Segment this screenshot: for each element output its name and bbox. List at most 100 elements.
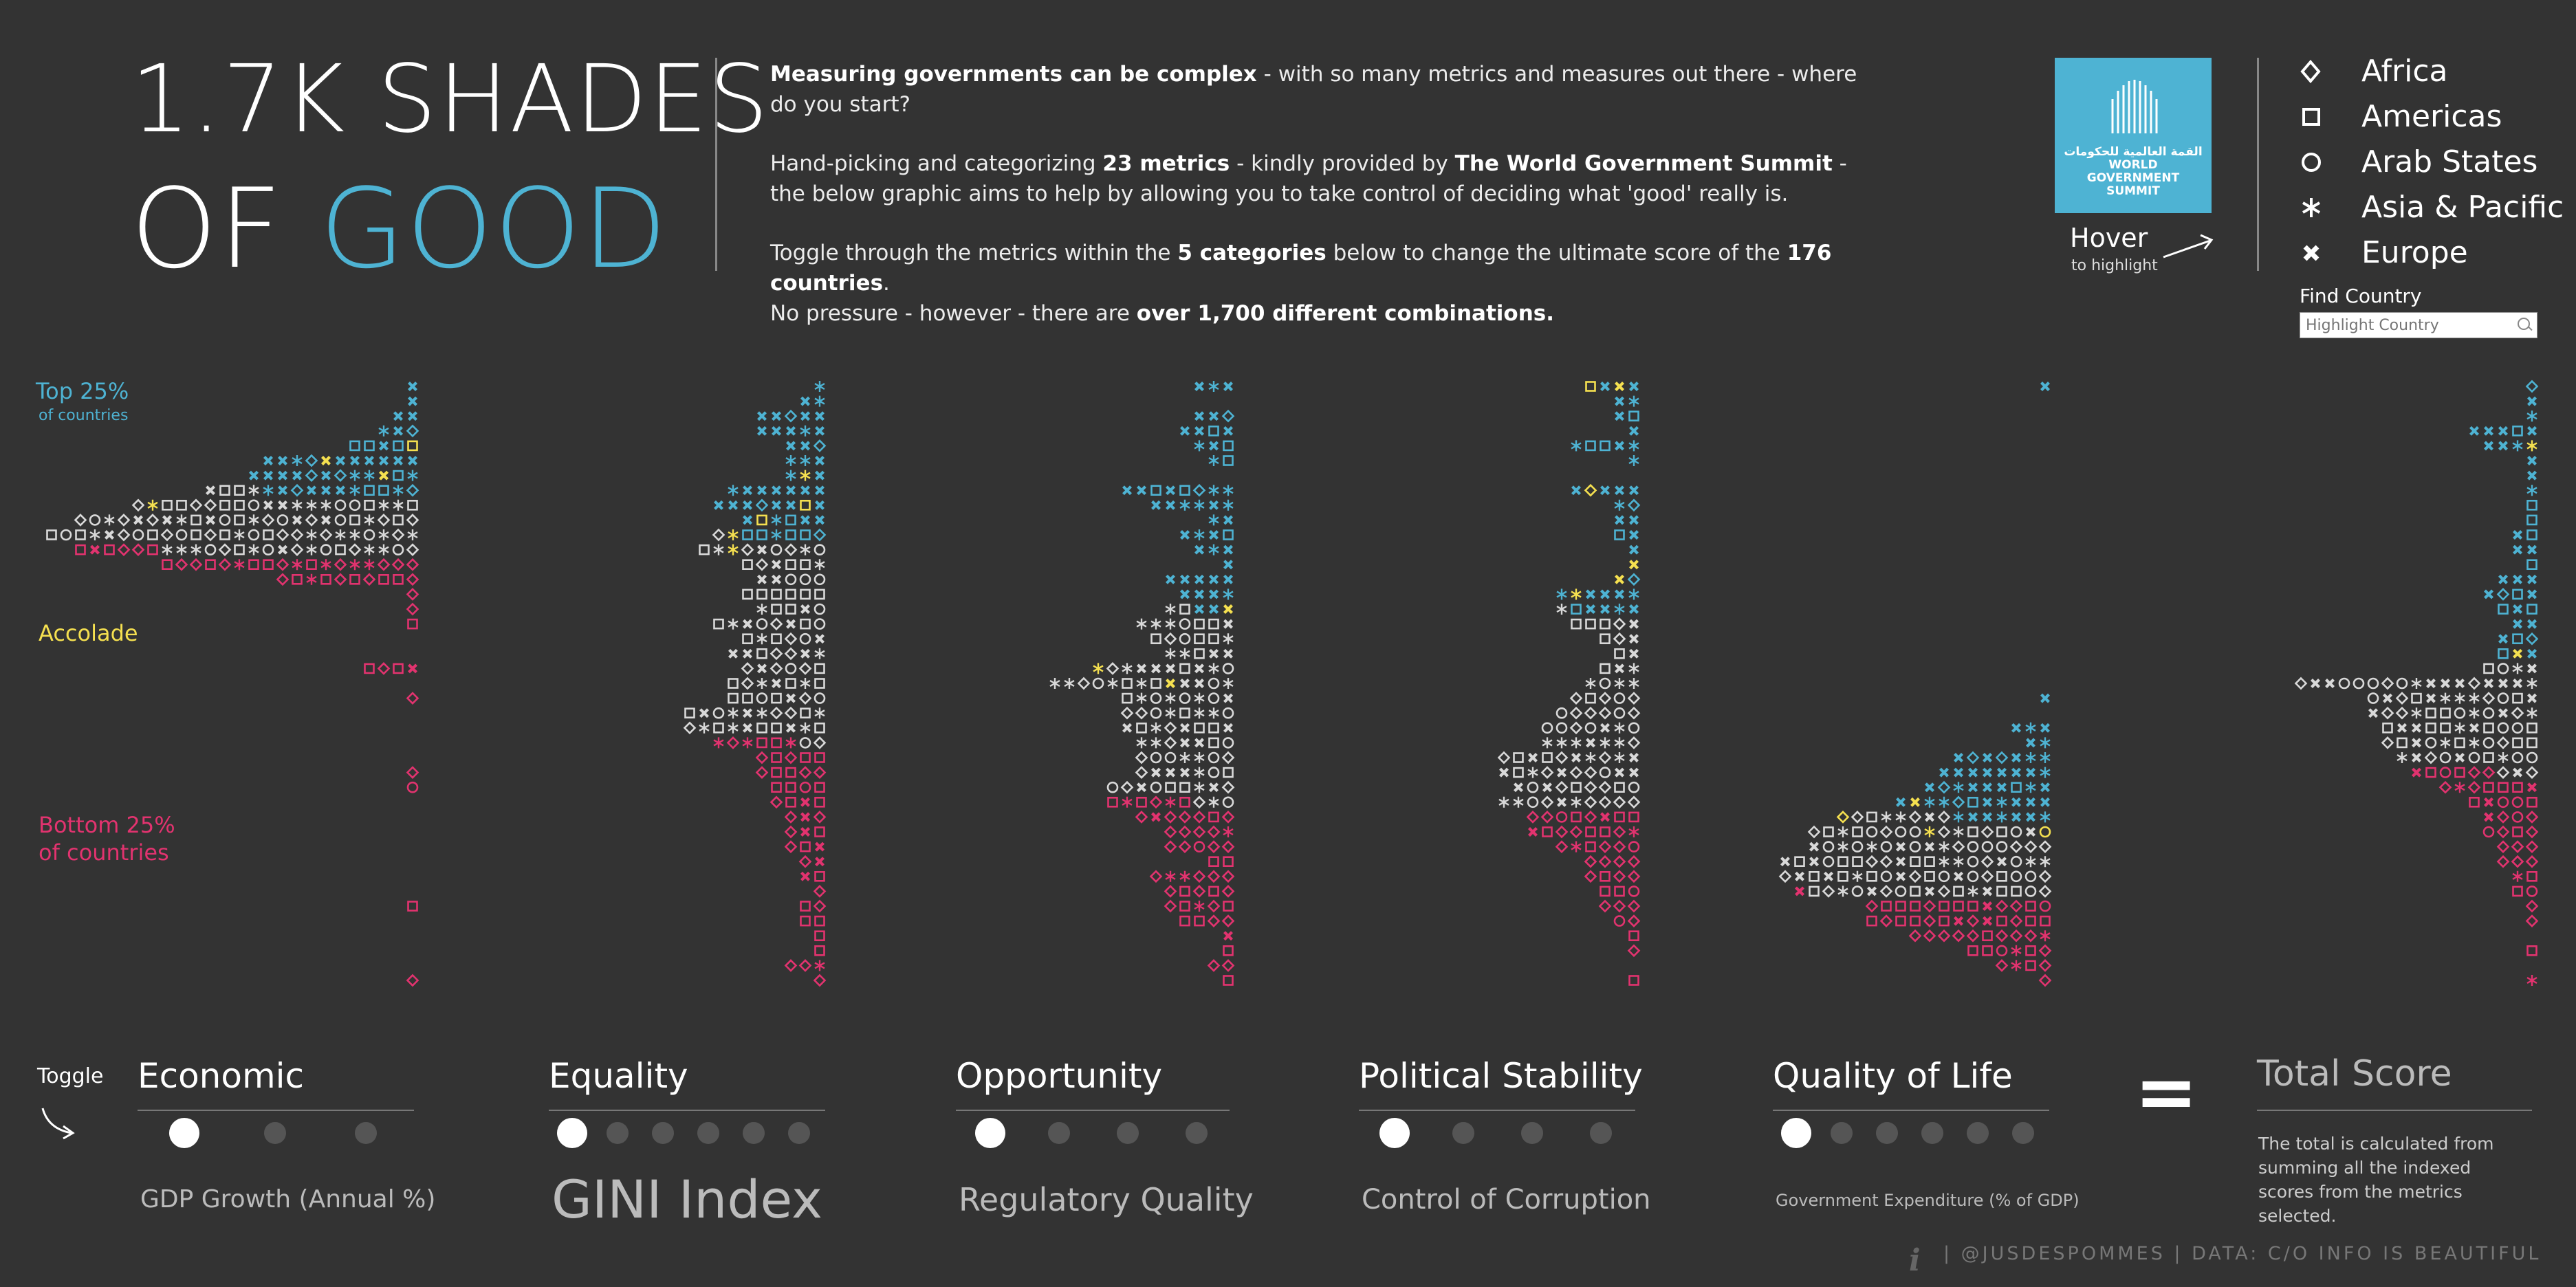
- country-mark[interactable]: [800, 470, 811, 481]
- country-mark[interactable]: [2526, 514, 2537, 526]
- country-mark[interactable]: [1569, 721, 1583, 735]
- country-mark[interactable]: [2497, 722, 2509, 734]
- country-mark[interactable]: [406, 543, 419, 556]
- country-mark[interactable]: [334, 514, 347, 526]
- country-mark[interactable]: [757, 426, 767, 436]
- country-mark[interactable]: [1982, 930, 1993, 941]
- country-mark[interactable]: [1629, 604, 1639, 614]
- country-mark[interactable]: [2381, 736, 2394, 749]
- country-mark[interactable]: [393, 426, 403, 436]
- country-mark[interactable]: [1194, 723, 1205, 734]
- country-mark[interactable]: [2009, 899, 2023, 913]
- country-mark[interactable]: [771, 588, 782, 600]
- country-mark[interactable]: [2454, 737, 2465, 749]
- country-mark[interactable]: [1221, 870, 1235, 883]
- country-mark[interactable]: [2498, 441, 2508, 451]
- country-mark[interactable]: [1208, 856, 1219, 867]
- country-mark[interactable]: [1223, 901, 1234, 912]
- country-mark[interactable]: [1179, 692, 1191, 704]
- country-mark[interactable]: [784, 632, 798, 646]
- country-mark[interactable]: [2024, 929, 2038, 943]
- category-option-dot[interactable]: [975, 1118, 1005, 1148]
- country-mark[interactable]: [391, 528, 405, 542]
- country-mark[interactable]: [2482, 707, 2495, 719]
- country-mark[interactable]: [1866, 871, 1877, 882]
- country-mark[interactable]: [1996, 871, 2007, 882]
- country-mark[interactable]: [1996, 886, 2007, 897]
- country-mark[interactable]: [1614, 811, 1625, 823]
- country-mark[interactable]: [2513, 679, 2522, 688]
- country-mark[interactable]: [1613, 795, 1626, 809]
- country-mark[interactable]: [713, 544, 724, 556]
- country-mark[interactable]: [1996, 796, 2007, 808]
- country-mark[interactable]: [1557, 797, 1567, 807]
- country-mark[interactable]: [769, 617, 783, 630]
- country-mark[interactable]: [815, 411, 825, 421]
- country-mark[interactable]: [2467, 780, 2481, 794]
- country-mark[interactable]: [2412, 753, 2421, 762]
- country-mark[interactable]: [248, 529, 260, 541]
- country-mark[interactable]: [2526, 723, 2537, 734]
- country-mark[interactable]: [786, 619, 796, 629]
- country-mark[interactable]: [1628, 811, 1639, 823]
- country-mark[interactable]: [1895, 811, 1906, 823]
- country-mark[interactable]: [1208, 514, 1219, 526]
- country-mark[interactable]: [1208, 677, 1220, 690]
- country-mark[interactable]: [1571, 485, 1581, 496]
- country-mark[interactable]: [1908, 811, 1922, 824]
- country-mark[interactable]: [1497, 751, 1511, 764]
- country-mark[interactable]: [1852, 870, 1863, 882]
- country-mark[interactable]: [1208, 544, 1219, 556]
- country-mark[interactable]: [406, 692, 419, 705]
- country-mark[interactable]: [800, 515, 810, 525]
- country-mark[interactable]: [1556, 604, 1567, 615]
- country-mark[interactable]: [1629, 485, 1639, 496]
- country-mark[interactable]: [349, 559, 360, 571]
- country-mark[interactable]: [2483, 782, 2494, 793]
- country-mark[interactable]: [799, 737, 811, 749]
- country-mark[interactable]: [292, 573, 303, 585]
- country-mark[interactable]: [162, 515, 172, 525]
- country-mark[interactable]: [1910, 856, 1921, 867]
- country-mark[interactable]: [1223, 723, 1233, 733]
- country-mark[interactable]: [798, 662, 812, 675]
- country-mark[interactable]: [756, 692, 768, 704]
- country-mark[interactable]: [1541, 722, 1553, 734]
- country-mark[interactable]: [1614, 886, 1625, 897]
- country-mark[interactable]: [1822, 885, 1835, 898]
- country-mark[interactable]: [815, 842, 825, 852]
- country-mark[interactable]: [2497, 663, 2509, 674]
- country-mark[interactable]: [1165, 618, 1176, 630]
- country-mark[interactable]: [218, 558, 232, 571]
- country-mark[interactable]: [1194, 782, 1205, 793]
- category-option-dot[interactable]: [264, 1122, 286, 1144]
- country-mark[interactable]: [2512, 633, 2523, 645]
- country-mark[interactable]: [1585, 692, 1596, 704]
- country-mark[interactable]: [1881, 811, 1892, 823]
- country-mark[interactable]: [814, 544, 826, 556]
- country-mark[interactable]: [1795, 871, 1804, 881]
- country-mark[interactable]: [1077, 676, 1091, 690]
- country-mark[interactable]: [263, 559, 274, 571]
- country-mark[interactable]: [1165, 604, 1176, 615]
- country-mark[interactable]: [1967, 841, 1979, 852]
- country-mark[interactable]: [2010, 826, 2022, 838]
- country-mark[interactable]: [769, 647, 783, 661]
- country-mark[interactable]: [1194, 679, 1204, 688]
- country-mark[interactable]: [263, 529, 274, 540]
- country-mark[interactable]: [771, 692, 782, 704]
- country-mark[interactable]: [1180, 589, 1190, 600]
- country-mark[interactable]: [377, 514, 391, 527]
- country-mark[interactable]: [1223, 485, 1234, 496]
- category-option-dot[interactable]: [697, 1122, 719, 1144]
- country-mark[interactable]: [292, 470, 302, 481]
- country-mark[interactable]: [1598, 751, 1612, 764]
- info-icon[interactable]: i: [1909, 1243, 1921, 1278]
- country-mark[interactable]: [1600, 633, 1611, 645]
- country-mark[interactable]: [769, 706, 783, 720]
- country-mark[interactable]: [2513, 544, 2522, 555]
- country-mark[interactable]: [1223, 619, 1233, 629]
- country-mark[interactable]: [1598, 899, 1612, 913]
- country-mark[interactable]: [2526, 707, 2537, 719]
- country-mark[interactable]: [2526, 871, 2537, 882]
